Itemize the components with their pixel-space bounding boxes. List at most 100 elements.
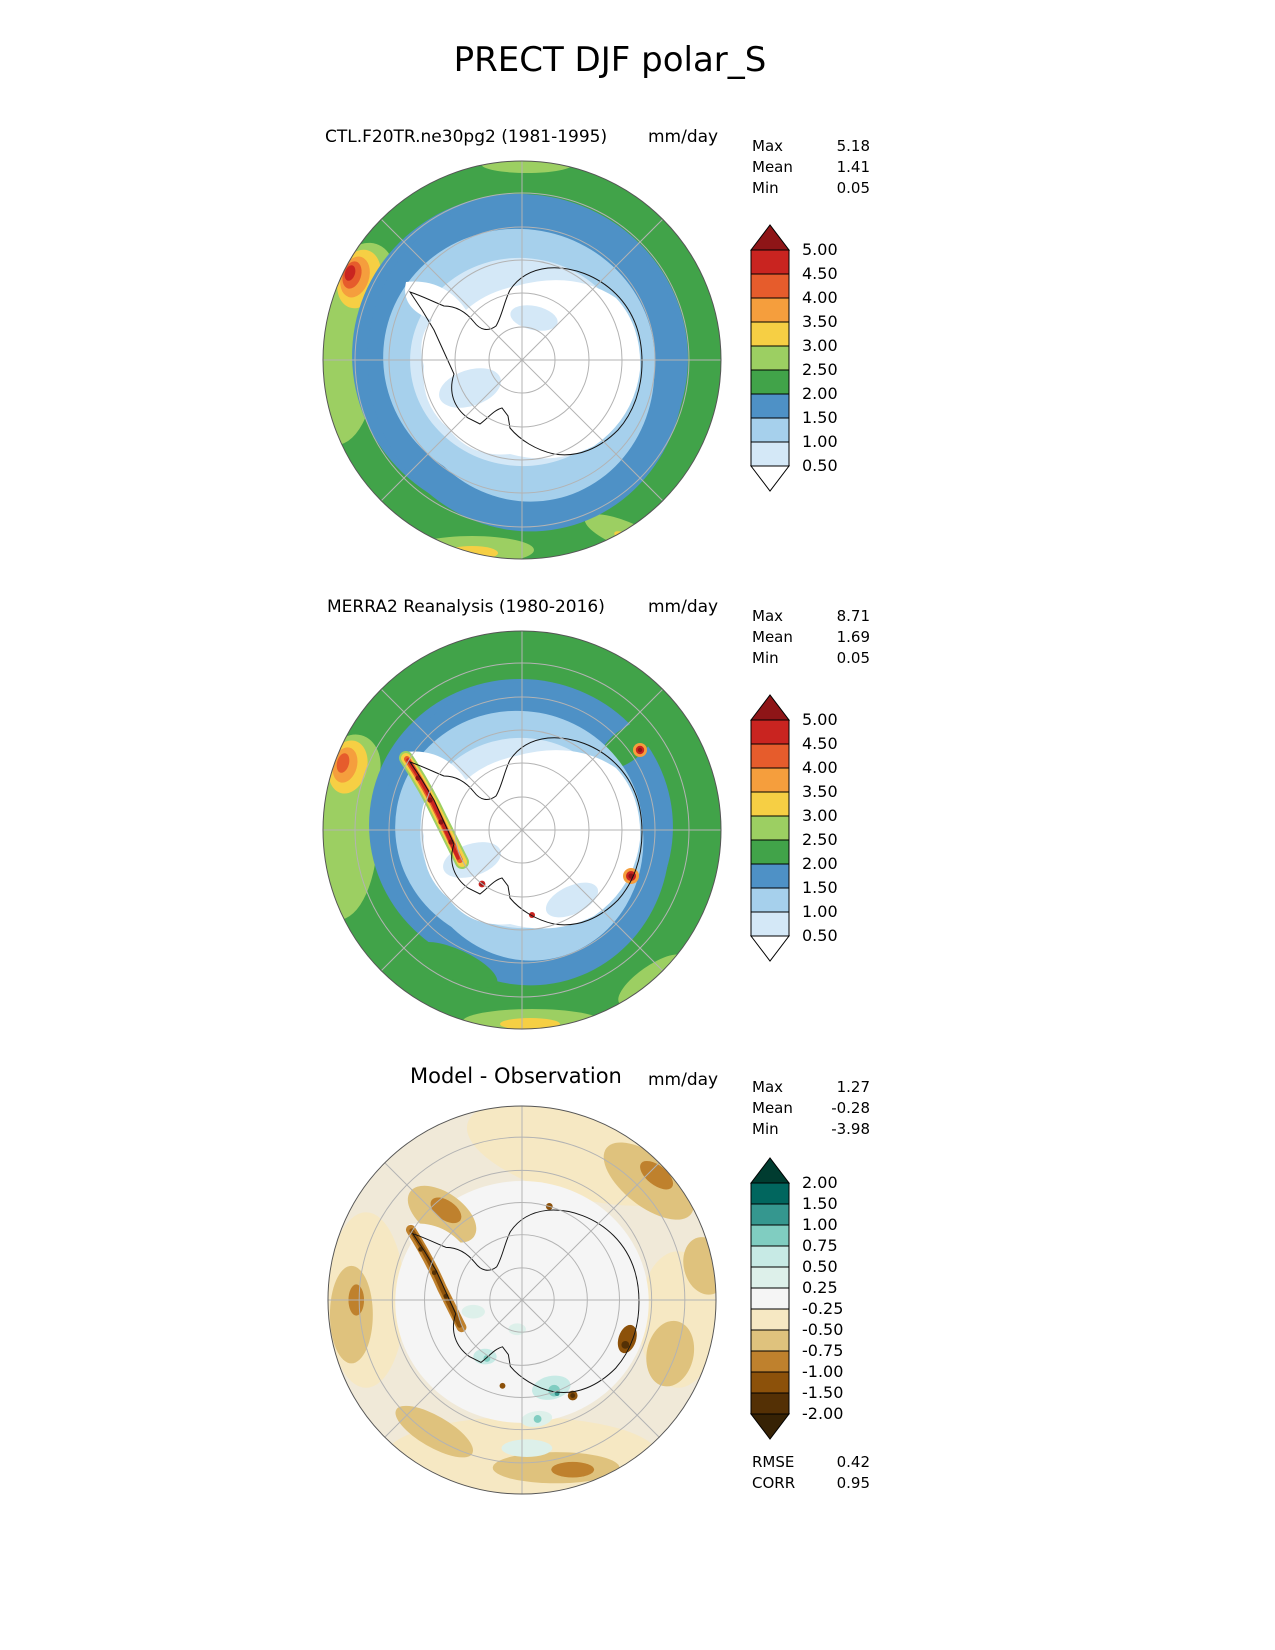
stat-label: Mean: [752, 1099, 793, 1117]
dry-bias-patches: [329, 1142, 717, 1484]
colorbar-svg: 5.00 4.50 4.00 3.50 3.00 2.50 2.00 1.50 1.00 0.50: [749, 224, 838, 492]
stats-metrics: RMSE 0.42 CORR 0.95: [752, 1452, 870, 1494]
stat-value: 0.05: [836, 179, 870, 197]
near-zero-interior: [407, 1222, 638, 1397]
precip-field-model: [323, 161, 721, 559]
stat-label: Min: [752, 179, 779, 197]
colorbar-model: 5.00 4.50 4.00 3.50 3.00 2.50 2.00 1.50 1.00 0.50: [749, 222, 865, 498]
svg-text:1.00: 1.00: [802, 902, 838, 921]
graticule: [327, 1105, 717, 1495]
svg-text:0.75: 0.75: [802, 1236, 838, 1255]
units-label: mm/day: [648, 1070, 719, 1090]
stats-obs: Max 8.71 Mean 1.69 Min 0.05: [752, 606, 870, 669]
stat-label: Mean: [752, 158, 793, 176]
map-boundary: [322, 160, 722, 560]
svg-text:0.25: 0.25: [802, 1278, 838, 1297]
colorbar-svg: 5.00 4.50 4.00 3.50 3.00 2.50 2.00 1.50 1.00 0.50: [749, 694, 838, 962]
stat-value: 0.05: [836, 649, 870, 667]
antarctica-coastline: [411, 1209, 640, 1393]
stat-row: Mean -0.28: [752, 1098, 870, 1119]
stat-row: Min 0.05: [752, 178, 870, 199]
stat-row: Max 5.18: [752, 136, 870, 157]
svg-text:4.00: 4.00: [802, 758, 838, 777]
stats-model: Max 5.18 Mean 1.41 Min 0.05: [752, 136, 870, 199]
svg-text:-0.50: -0.50: [802, 1320, 843, 1339]
stat-row: RMSE 0.42: [752, 1452, 870, 1473]
svg-text:0.50: 0.50: [802, 926, 838, 945]
stat-value: -3.98: [831, 1120, 870, 1138]
stat-row: CORR 0.95: [752, 1473, 870, 1494]
units-label: mm/day: [648, 597, 719, 617]
svg-text:0.50: 0.50: [802, 1257, 838, 1276]
figure-title: PRECT DJF polar_S: [453, 40, 767, 80]
svg-text:-1.00: -1.00: [802, 1362, 843, 1381]
stat-row: Mean 1.41: [752, 157, 870, 178]
stat-value: 1.27: [836, 1078, 870, 1096]
stat-row: Min 0.05: [752, 648, 870, 669]
graticule: [323, 161, 721, 559]
map-obs: [322, 630, 722, 1030]
stat-label: Min: [752, 1120, 779, 1138]
svg-text:4.50: 4.50: [802, 734, 838, 753]
stat-value: 5.18: [836, 137, 870, 155]
svg-text:-1.50: -1.50: [802, 1383, 843, 1402]
svg-text:5.00: 5.00: [802, 710, 838, 729]
stat-row: Max 1.27: [752, 1077, 870, 1098]
svg-text:1.50: 1.50: [802, 878, 838, 897]
svg-text:1.50: 1.50: [802, 408, 838, 427]
stat-value: 0.95: [836, 1474, 870, 1492]
svg-text:4.50: 4.50: [802, 264, 838, 283]
stat-label: Min: [752, 649, 779, 667]
stat-row: Mean 1.69: [752, 627, 870, 648]
stat-value: 1.41: [836, 158, 870, 176]
svg-text:3.00: 3.00: [802, 806, 838, 825]
stat-value: 8.71: [836, 607, 870, 625]
graticule: [323, 631, 721, 1029]
stat-value: 0.42: [836, 1453, 870, 1471]
precip-field-obs: [323, 631, 721, 1029]
colorbar-diff: 2.00 1.50 1.00 0.75 0.50 0.25 -0.25 -0.50 -0.75 -…: [749, 1155, 865, 1446]
panel-title: Model - Observation: [410, 1064, 622, 1088]
svg-text:-0.75: -0.75: [802, 1341, 843, 1360]
svg-text:3.50: 3.50: [802, 312, 838, 331]
svg-text:1.50: 1.50: [802, 1194, 838, 1213]
svg-text:3.00: 3.00: [802, 336, 838, 355]
stat-label: Max: [752, 1078, 784, 1096]
svg-text:0.50: 0.50: [802, 456, 838, 475]
stat-label: CORR: [752, 1474, 796, 1492]
svg-text:5.00: 5.00: [802, 240, 838, 259]
stat-value: 1.69: [836, 628, 870, 646]
svg-text:2.00: 2.00: [802, 854, 838, 873]
wet-bias-patches: [461, 1304, 571, 1457]
units-label: mm/day: [648, 127, 719, 147]
stat-row: Min -3.98: [752, 1119, 870, 1140]
panel-title: CTL.F20TR.ne30pg2 (1981-1995): [325, 127, 608, 147]
colorbar-svg: 2.00 1.50 1.00 0.75 0.50 0.25 -0.25 -0.50 -0.75 -…: [749, 1157, 843, 1440]
panel-title: MERRA2 Reanalysis (1980-2016): [327, 597, 605, 617]
svg-text:1.00: 1.00: [802, 1215, 838, 1234]
svg-text:2.00: 2.00: [802, 384, 838, 403]
stat-label: Max: [752, 137, 784, 155]
svg-text:-2.00: -2.00: [802, 1404, 843, 1423]
map-diff: [327, 1105, 717, 1495]
low-precip-interior: [405, 280, 641, 459]
map-boundary: [322, 630, 722, 1030]
map-boundary: [327, 1105, 717, 1495]
stat-row: Max 8.71: [752, 606, 870, 627]
stat-label: RMSE: [752, 1453, 795, 1471]
colorbar-obs: 5.00 4.50 4.00 3.50 3.00 2.50 2.00 1.50 1.00 0.50: [749, 692, 865, 968]
stat-label: Mean: [752, 628, 793, 646]
antarctica-coastline: [408, 737, 643, 926]
svg-text:2.00: 2.00: [802, 1173, 838, 1192]
svg-text:4.00: 4.00: [802, 288, 838, 307]
stat-value: -0.28: [831, 1099, 870, 1117]
svg-text:-0.25: -0.25: [802, 1299, 843, 1318]
stat-label: Max: [752, 607, 784, 625]
antarctica-coastline: [408, 267, 643, 456]
svg-text:2.50: 2.50: [802, 830, 838, 849]
bias-field: [327, 1105, 717, 1495]
stats-diff: Max 1.27 Mean -0.28 Min -3.98: [752, 1077, 870, 1140]
svg-text:1.00: 1.00: [802, 432, 838, 451]
map-model: [322, 160, 722, 560]
